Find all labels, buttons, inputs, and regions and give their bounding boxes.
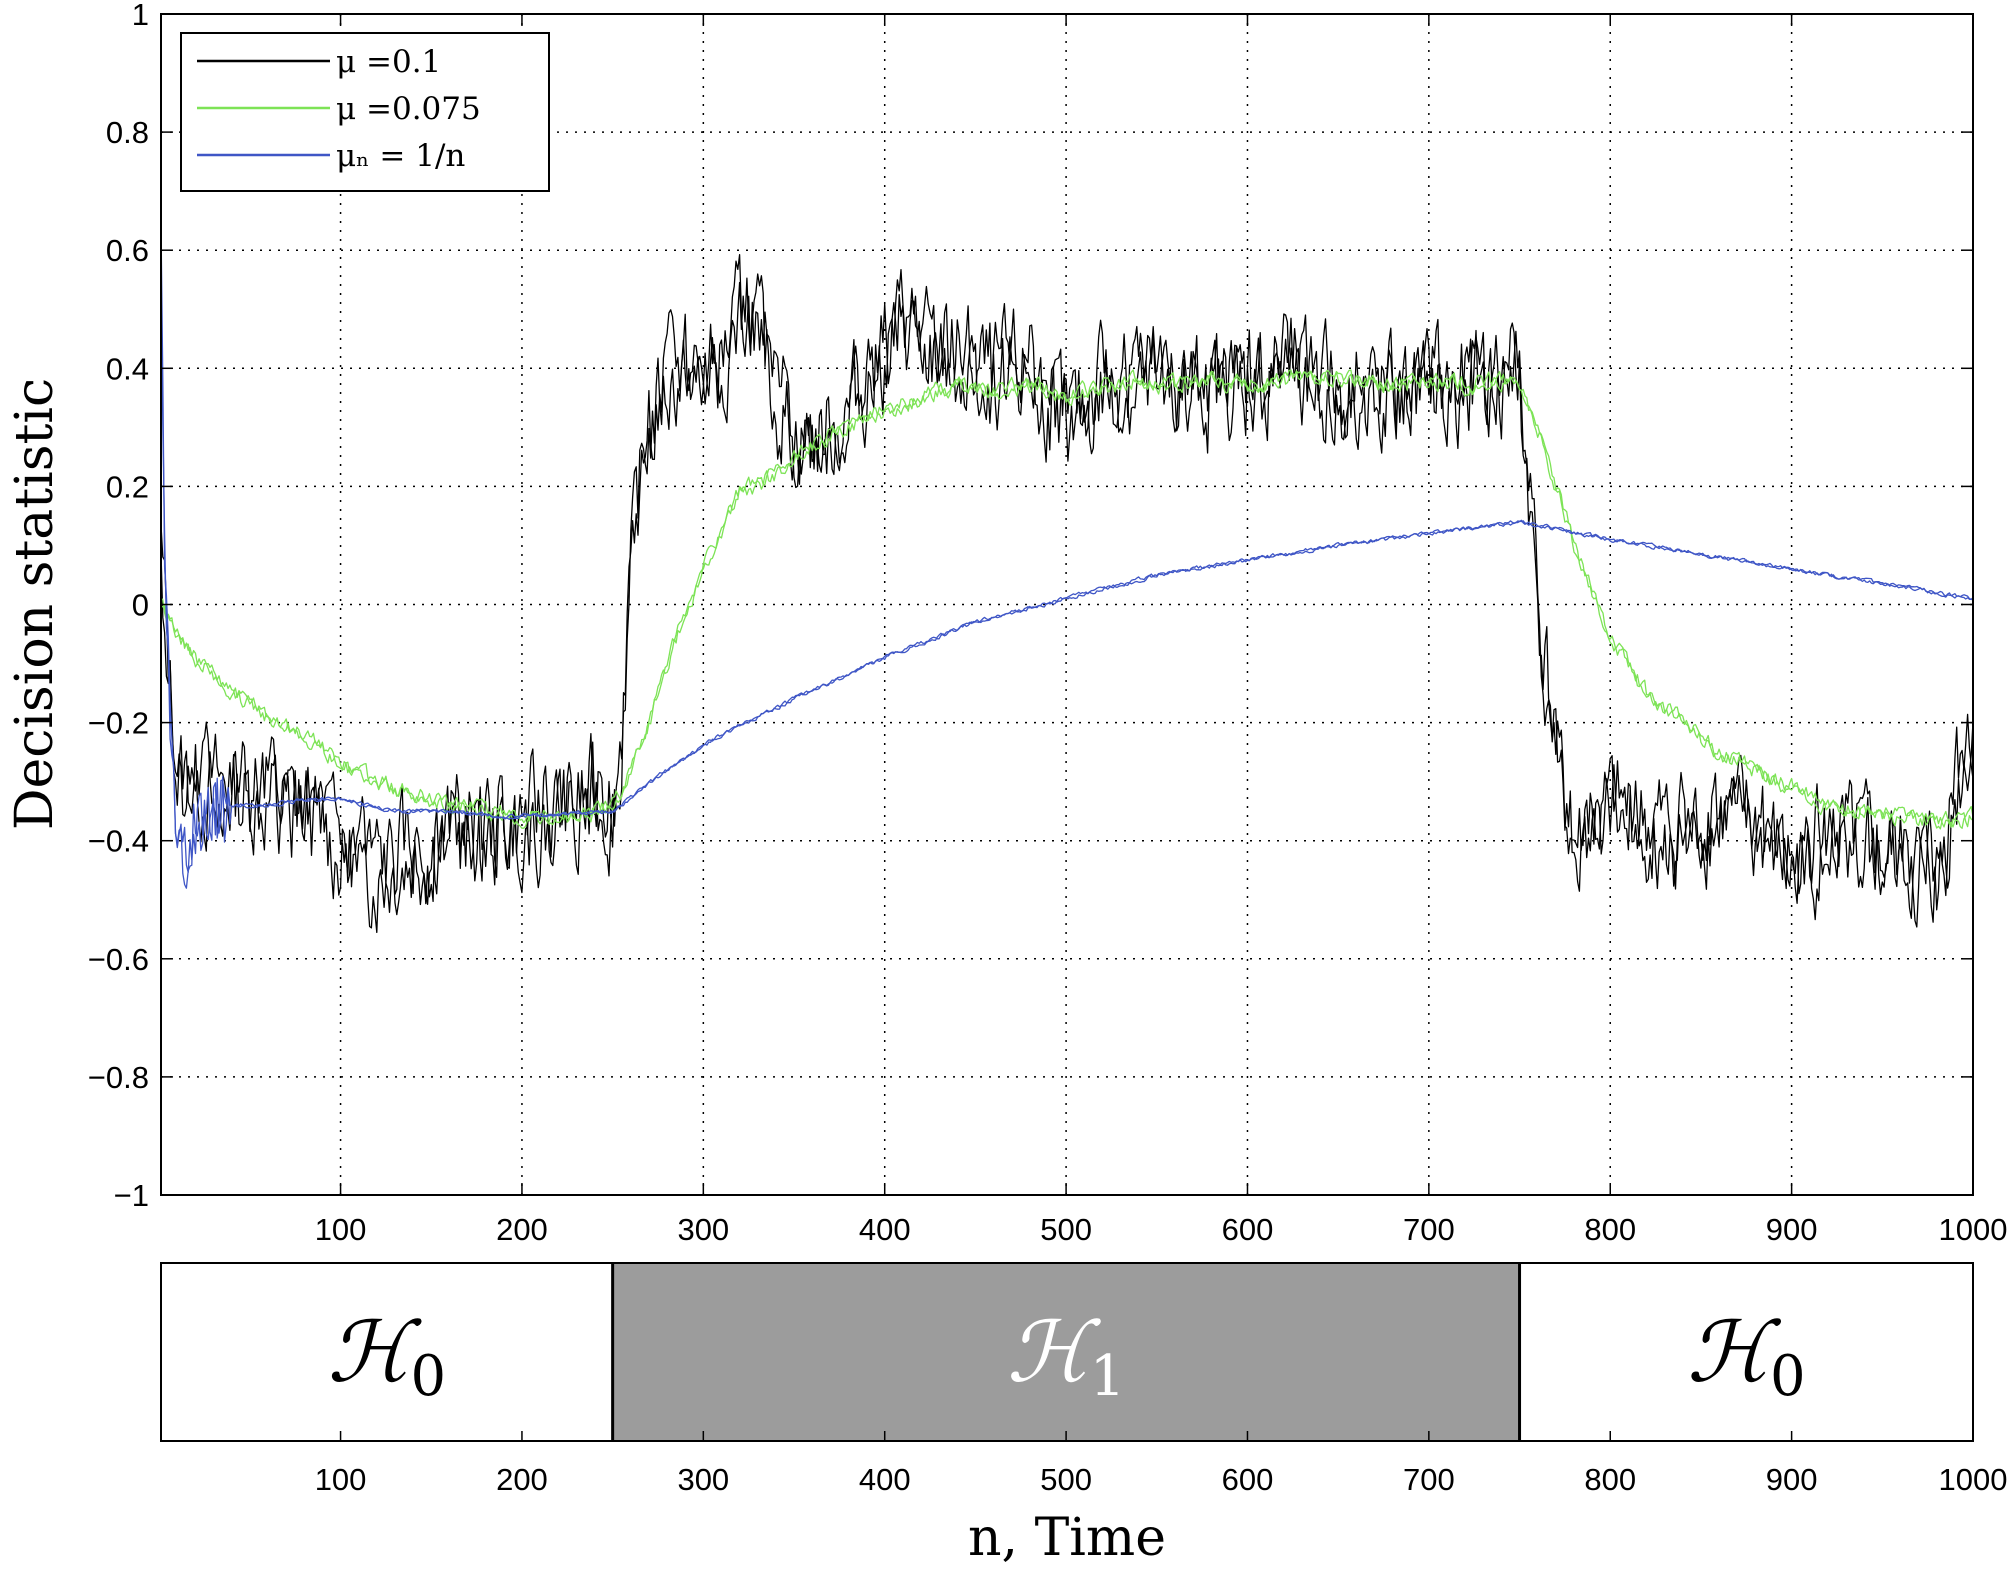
bottom-x-tick-label: 300	[677, 1462, 729, 1497]
x-tick-label: 300	[677, 1212, 729, 1247]
region-0	[161, 1263, 613, 1441]
x-tick-label: 800	[1584, 1212, 1636, 1247]
y-tick-label: −0.4	[88, 824, 149, 859]
x-tick-label: 400	[859, 1212, 911, 1247]
region-1	[612, 1263, 1520, 1441]
bottom-chart-x-ticks: 100 200 300 400 500 600 700 800 900 1000	[315, 1431, 2008, 1497]
y-tick-label: −0.6	[88, 942, 149, 977]
bottom-x-tick-label: 900	[1766, 1462, 1818, 1497]
y-tick-label: 0.4	[106, 351, 149, 386]
y-tick-label: 0.2	[106, 469, 149, 504]
x-tick-label: 700	[1403, 1212, 1455, 1247]
series-line-0-trace-0	[160, 254, 1974, 934]
legend-box	[180, 32, 550, 192]
top-chart-x-ticks: 100 200 300 400 500 600 700 800 900 1000	[315, 14, 2008, 1247]
legend: μ =0.1 μ =0.075 μₙ = 1/n	[180, 32, 550, 192]
y-tick-label: −0.2	[88, 706, 149, 741]
bottom-x-tick-label: 500	[1040, 1462, 1092, 1497]
top-chart-y-ticks: −1 −0.8 −0.6 −0.4 −0.2 0 0.2 0.4 0.6 0.8 1	[88, 0, 1973, 1213]
series-line-2-trace-1	[160, 224, 1974, 889]
region-label-1: ℋ1	[1007, 1303, 1126, 1409]
x-tick-label: 100	[315, 1212, 367, 1247]
series-line-1-trace-1	[160, 369, 1974, 829]
y-axis-label: Decision statistic	[5, 378, 65, 830]
bottom-x-tick-label: 800	[1584, 1462, 1636, 1497]
region-label-0: ℋ0	[327, 1303, 446, 1409]
hypothesis-bar-frame	[160, 1262, 1974, 1442]
series-line-2-trace-0	[160, 258, 1974, 873]
x-axis-label: n, Time	[968, 1508, 1166, 1568]
y-tick-label: −1	[114, 1178, 149, 1213]
bottom-x-tick-label: 1000	[1939, 1462, 2008, 1497]
y-tick-label: 0.6	[106, 233, 149, 268]
bottom-x-tick-label: 600	[1222, 1462, 1274, 1497]
x-tick-label: 600	[1222, 1212, 1274, 1247]
legend-label-1: μ =0.075	[336, 91, 481, 127]
top-chart-series	[160, 224, 1974, 934]
bottom-x-tick-label: 200	[496, 1462, 548, 1497]
legend-label-0: μ =0.1	[336, 44, 441, 80]
y-tick-label: 0	[132, 588, 149, 623]
hypothesis-bar: ℋ0 ℋ1 ℋ0	[161, 1263, 1973, 1441]
legend-label-2: μₙ = 1/n	[336, 138, 465, 174]
region-label-2: ℋ0	[1687, 1303, 1806, 1409]
series-line-0-trace-1	[160, 277, 1974, 928]
bottom-x-tick-label: 100	[315, 1462, 367, 1497]
y-tick-label: 1	[132, 0, 149, 32]
x-tick-label: 500	[1040, 1212, 1092, 1247]
y-tick-label: −0.8	[88, 1060, 149, 1095]
bottom-x-tick-label: 400	[859, 1462, 911, 1497]
region-2	[1519, 1263, 1973, 1441]
x-tick-label: 900	[1766, 1212, 1818, 1247]
y-tick-label: 0.8	[106, 115, 149, 150]
x-tick-label: 200	[496, 1212, 548, 1247]
x-tick-label: 1000	[1939, 1212, 2008, 1247]
bottom-x-tick-label: 700	[1403, 1462, 1455, 1497]
